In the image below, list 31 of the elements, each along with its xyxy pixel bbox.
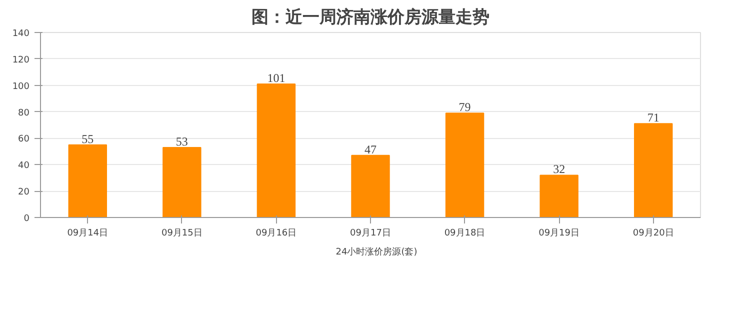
bar — [634, 123, 673, 218]
bar — [256, 84, 296, 218]
bar — [540, 174, 578, 218]
bar — [68, 144, 107, 218]
x-tick-label: 09月17日 — [350, 228, 391, 238]
y-tick-label: 20 — [18, 188, 30, 198]
data-label: 55 — [82, 132, 94, 146]
chart-title: 图：近一周济南涨价房源量走势 — [252, 8, 490, 28]
bar — [162, 146, 202, 218]
y-tick-label: 140 — [12, 29, 30, 39]
x-tick-label: 09月19日 — [538, 228, 580, 238]
x-tick-label: 09月18日 — [444, 228, 486, 238]
data-label: 53 — [176, 134, 188, 148]
data-label: 71 — [647, 110, 660, 125]
y-tick-label: 100 — [12, 82, 30, 92]
y-tick-label: 0 — [24, 214, 30, 224]
text: 24小时涨价房源(套) — [336, 246, 418, 258]
bar — [351, 154, 390, 218]
bar — [445, 112, 484, 218]
y-tick-label: 80 — [18, 108, 30, 118]
data-label: 47 — [364, 142, 376, 156]
x-tick-label: 09月20日 — [632, 228, 674, 238]
data-label: 101 — [267, 71, 286, 86]
x-tick-label: 09月15日 — [161, 228, 202, 238]
data-label: 79 — [458, 100, 471, 114]
x-tick-label: 09月16日 — [256, 228, 297, 238]
x-tick-label: 09月14日 — [67, 228, 108, 238]
data-label: 32 — [553, 162, 566, 176]
y-tick-label: 40 — [18, 161, 30, 172]
y-tick-label: 120 — [12, 55, 30, 66]
y-tick-label: 60 — [18, 134, 30, 145]
